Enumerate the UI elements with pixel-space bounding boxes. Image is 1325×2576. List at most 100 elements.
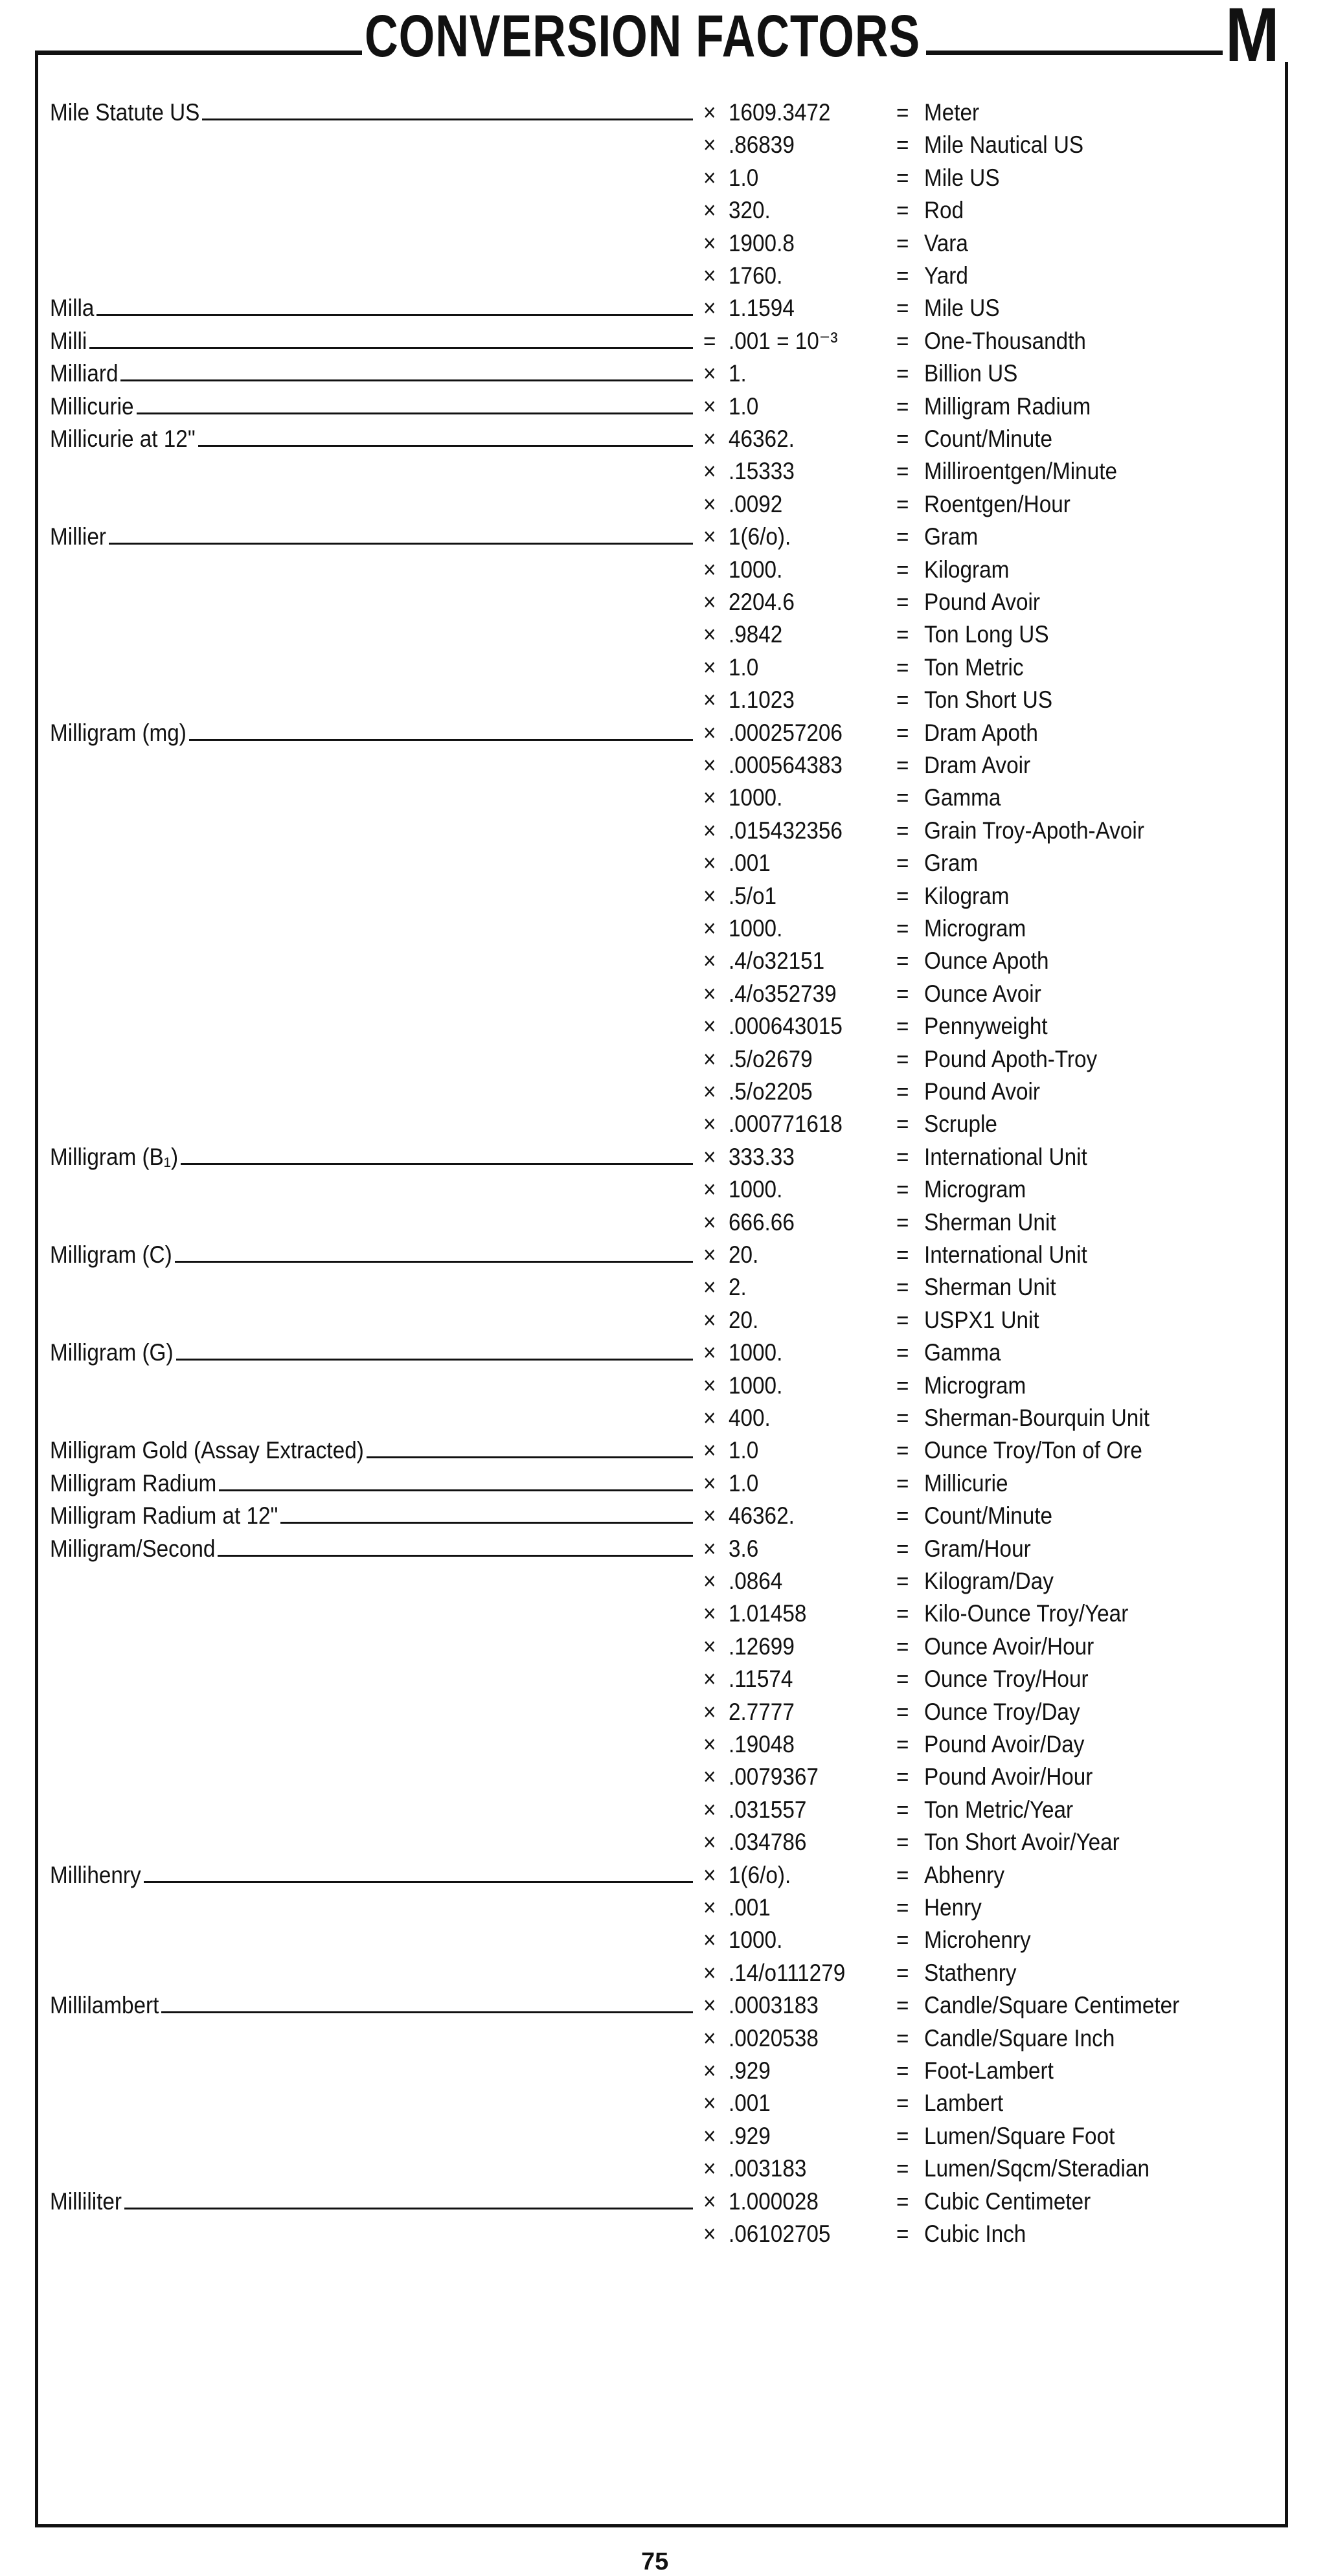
table-row: × .86839 = Mile Nautical US	[0, 129, 1325, 161]
target-unit: Mile US	[924, 164, 1000, 191]
equals-sign: =	[896, 295, 909, 322]
table-row: × .0092 = Roentgen/Hour	[0, 488, 1325, 521]
factor-value: 1000.	[729, 784, 783, 811]
operator: =	[703, 327, 716, 354]
unit-label: Millilambert	[50, 1992, 159, 2019]
factor-value: 1000.	[729, 1176, 783, 1203]
table-row: × .929 = Lumen/Square Foot	[0, 2120, 1325, 2152]
equals-sign: =	[896, 882, 909, 909]
table-row: × 400. = Sherman-Bourquin Unit	[0, 1402, 1325, 1434]
factor-value: .0020538	[729, 2024, 819, 2051]
operator: ×	[703, 1926, 716, 1954]
operator: ×	[703, 1176, 716, 1203]
operator: ×	[703, 1861, 716, 1888]
table-row: × 1.01458 = Kilo-Ounce Troy/Year	[0, 1598, 1325, 1630]
operator: ×	[703, 1666, 716, 1693]
leader-line	[188, 738, 693, 741]
table-row: × .12699 = Ounce Avoir/Hour	[0, 1631, 1325, 1663]
equals-sign: =	[896, 490, 909, 517]
target-unit: Milliroentgen/Minute	[924, 458, 1117, 485]
factor-value: 1000.	[729, 915, 783, 942]
unit-label: Milligram (B₁)	[50, 1143, 179, 1170]
page-title: CONVERSION FACTORS	[365, 3, 920, 69]
factor-value: 20.	[729, 1306, 759, 1333]
target-unit: Ton Long US	[924, 621, 1049, 648]
table-row: × 1760. = Yard	[0, 260, 1325, 292]
leader-line	[161, 2011, 693, 2014]
equals-sign: =	[896, 1372, 909, 1399]
target-unit: Pound Apoth-Troy	[924, 1045, 1098, 1072]
operator: ×	[703, 1796, 716, 1823]
frame-left-border	[35, 52, 38, 2527]
operator: ×	[703, 425, 716, 452]
equals-sign: =	[896, 197, 909, 224]
target-unit: Gram	[924, 523, 979, 550]
frame-bottom-border	[35, 2524, 1288, 2527]
equals-sign: =	[896, 2122, 909, 2149]
unit-label: Milliard	[50, 360, 119, 387]
equals-sign: =	[896, 262, 909, 289]
target-unit: Abhenry	[924, 1861, 1005, 1888]
factor-value: 1.0	[729, 1469, 759, 1497]
frame-right-border	[1285, 62, 1288, 2527]
target-unit: International Unit	[924, 1143, 1087, 1170]
operator: ×	[703, 458, 716, 485]
equals-sign: =	[896, 2090, 909, 2117]
factor-value: 1609.3472	[729, 99, 831, 126]
operator: ×	[703, 686, 716, 714]
operator: ×	[703, 1405, 716, 1431]
equals-sign: =	[896, 1111, 909, 1138]
table-row: Milligram (mg) × .000257206 = Dram Apoth	[0, 717, 1325, 749]
factor-value: .86839	[729, 131, 795, 159]
target-unit: Kilogram/Day	[924, 1568, 1054, 1594]
target-unit: Milligram Radium	[924, 392, 1091, 420]
equals-sign: =	[896, 915, 909, 942]
target-unit: Pound Avoir	[924, 1078, 1040, 1105]
equals-sign: =	[896, 752, 909, 778]
equals-sign: =	[896, 1405, 909, 1431]
factor-value: .9842	[729, 621, 783, 648]
factor-value: 1760.	[729, 262, 783, 289]
leader-line	[136, 412, 693, 414]
table-row: × 2204.6 = Pound Avoir	[0, 586, 1325, 618]
table-row: × .003183 = Lumen/Sqcm/Steradian	[0, 2152, 1325, 2185]
leader-line	[143, 1881, 693, 1883]
equals-sign: =	[896, 1469, 909, 1497]
target-unit: Lumen/Square Foot	[924, 2122, 1115, 2149]
operator: ×	[703, 1502, 716, 1530]
factor-value: .0003183	[729, 1992, 819, 2019]
target-unit: Kilogram	[924, 556, 1010, 583]
target-unit: Cubic Inch	[924, 2220, 1026, 2247]
table-row: × .14/o111279 = Stathenry	[0, 1957, 1325, 1989]
factor-value: .4/o32151	[729, 947, 825, 975]
operator: ×	[703, 2187, 716, 2215]
operator: ×	[703, 360, 716, 387]
target-unit: Ton Short Avoir/Year	[924, 1829, 1120, 1856]
table-row: Milliliter × 1.000028 = Cubic Centimeter	[0, 2186, 1325, 2218]
factor-value: .12699	[729, 1633, 795, 1660]
target-unit: Microgram	[924, 1176, 1026, 1203]
table-row: × 1.0 = Ton Metric	[0, 651, 1325, 684]
factor-value: 46362.	[729, 1502, 795, 1530]
factor-value: 1.1594	[729, 295, 795, 322]
target-unit: Billion US	[924, 360, 1018, 387]
operator: ×	[703, 262, 716, 289]
section-letter: M	[1225, 0, 1280, 78]
table-row: × 1.0 = Mile US	[0, 162, 1325, 194]
factor-value: .5/o2205	[729, 1078, 813, 1105]
equals-sign: =	[896, 947, 909, 975]
operator: ×	[703, 980, 716, 1007]
factor-value: .5/o1	[729, 882, 777, 909]
table-row: × .0864 = Kilogram/Day	[0, 1565, 1325, 1598]
equals-sign: =	[896, 1078, 909, 1105]
operator: ×	[703, 523, 716, 550]
page-number: 75	[641, 2548, 669, 2575]
target-unit: Lumen/Sqcm/Steradian	[924, 2155, 1150, 2182]
target-unit: Ounce Apoth	[924, 947, 1049, 975]
leader-line	[124, 2207, 693, 2209]
equals-sign: =	[896, 1829, 909, 1856]
factor-value: .14/o111279	[729, 1959, 846, 1986]
operator: ×	[703, 653, 716, 681]
operator: ×	[703, 1992, 716, 2019]
operator: ×	[703, 1633, 716, 1660]
